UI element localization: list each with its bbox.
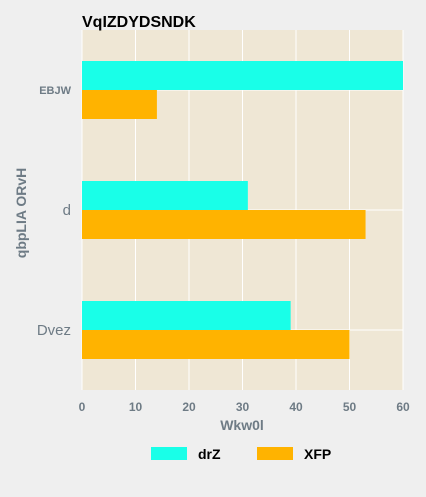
category-label: d xyxy=(63,202,71,219)
bars xyxy=(82,61,403,359)
legend-label-XFP: XFP xyxy=(304,446,331,462)
category-label: EBJW xyxy=(39,85,71,97)
x-tick-labels: 0 10 20 30 40 50 60 xyxy=(79,400,410,414)
bar-XFP-EBJW xyxy=(82,90,157,119)
x-axis-label: Wkw0l xyxy=(220,417,264,433)
x-tick-label: 0 xyxy=(79,400,86,414)
bar-XFP-d xyxy=(82,210,366,239)
y-axis-label: qbpLIA ORvH xyxy=(13,168,29,258)
x-tick-label: 10 xyxy=(129,400,143,414)
legend-swatch-XFP xyxy=(257,447,293,460)
bar-drZ-EBJW xyxy=(82,61,403,90)
x-tick-label: 40 xyxy=(289,400,303,414)
bar-drZ-Dvez xyxy=(82,301,291,330)
category-labels: EBJW d Dvez xyxy=(37,85,72,339)
x-tick-label: 60 xyxy=(396,400,410,414)
bar-XFP-Dvez xyxy=(82,330,350,359)
legend: drZ XFP xyxy=(151,446,331,462)
bar-drZ-d xyxy=(82,181,248,210)
category-label: Dvez xyxy=(37,322,71,339)
x-tick-label: 20 xyxy=(182,400,196,414)
legend-swatch-drZ xyxy=(151,447,187,460)
chart-title: VqIZDYDSNDK xyxy=(82,14,196,31)
x-tick-label: 50 xyxy=(343,400,357,414)
legend-label-drZ: drZ xyxy=(198,446,221,462)
x-tick-label: 30 xyxy=(236,400,250,414)
